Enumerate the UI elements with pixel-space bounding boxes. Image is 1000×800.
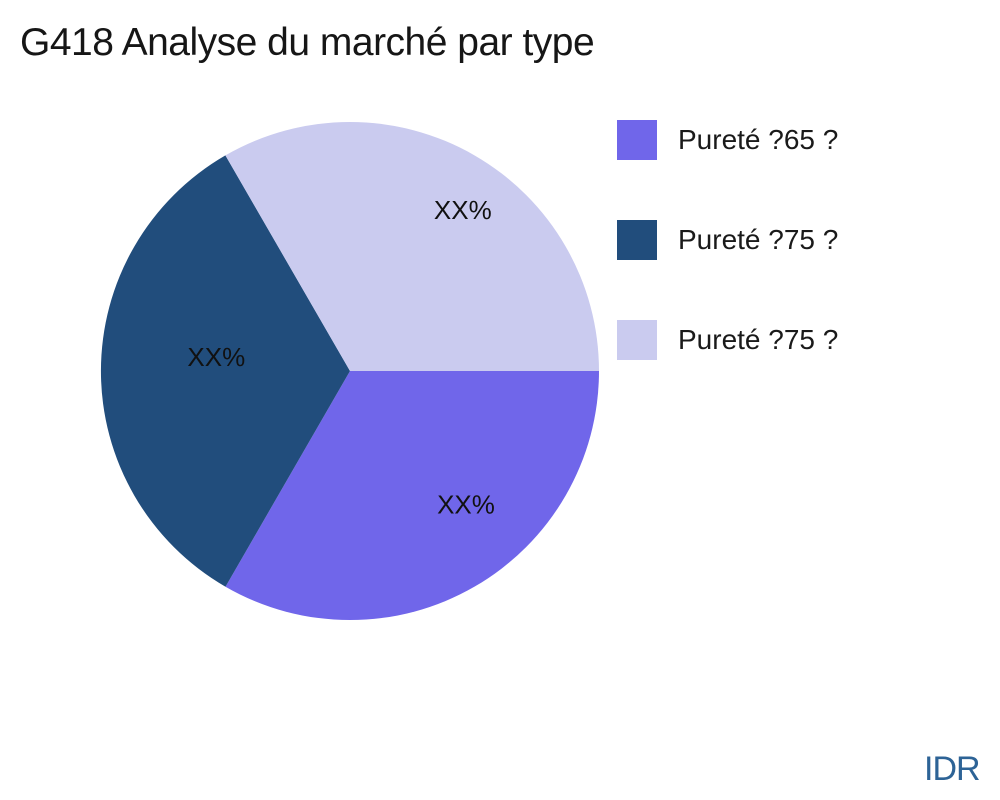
legend-swatch (617, 120, 657, 160)
legend-item: Pureté ?75 ? (617, 320, 838, 360)
legend-item: Pureté ?75 ? (617, 220, 838, 260)
slice-data-label: XX% (434, 195, 492, 225)
chart-title: G418 Analyse du marché par type (20, 21, 595, 64)
pie-chart: XX% XX% XX% (100, 121, 599, 621)
legend-label: Pureté ?75 ? (678, 324, 839, 355)
legend-swatch (617, 320, 657, 360)
legend-label: Pureté ?75 ? (678, 224, 839, 255)
legend-item: Pureté ?65 ? (617, 120, 838, 160)
pie-slice (225, 121, 599, 372)
legend-label: Pureté ?65 ? (678, 124, 839, 155)
pie-slice (100, 155, 350, 587)
legend-swatch (617, 220, 657, 260)
watermark: IDR (924, 750, 981, 788)
pie-slice (225, 371, 599, 621)
legend: Pureté ?65 ? Pureté ?75 ? Pureté ?75 ? (617, 120, 838, 420)
slice-data-label: XX% (437, 489, 495, 519)
slice-data-label: XX% (187, 342, 245, 372)
